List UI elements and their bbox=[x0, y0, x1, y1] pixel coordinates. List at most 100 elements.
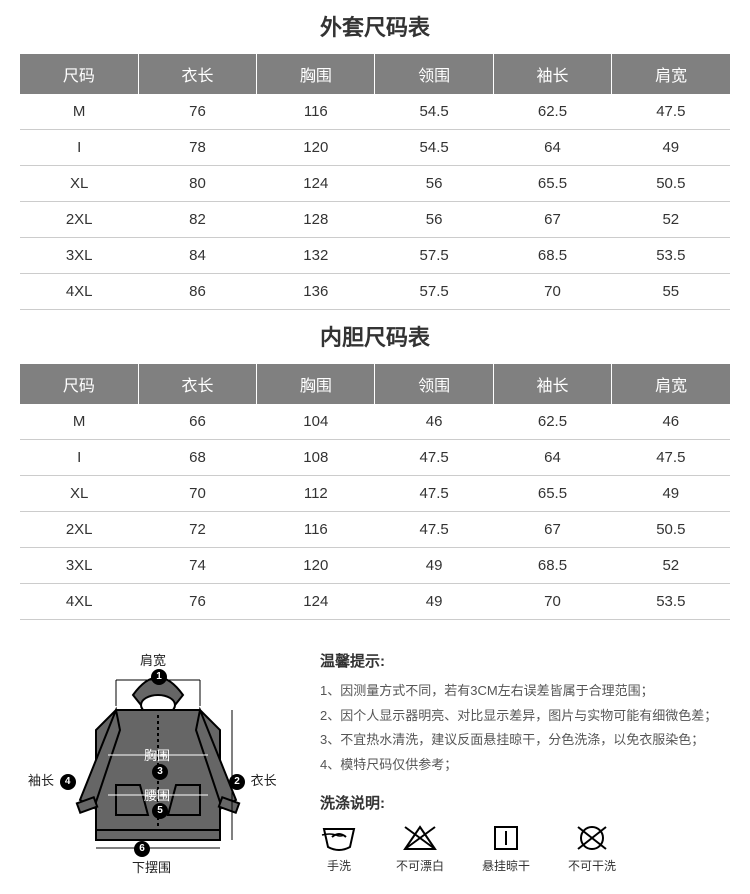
table-cell: 2XL bbox=[20, 202, 138, 238]
table-cell: 49 bbox=[612, 476, 730, 512]
col-header: 衣长 bbox=[138, 364, 256, 404]
table-cell: 57.5 bbox=[375, 274, 493, 310]
diagram-badge-5: 5 bbox=[152, 803, 168, 819]
table-row: 3XL8413257.568.553.5 bbox=[20, 238, 730, 274]
table-cell: 67 bbox=[493, 202, 611, 238]
table-cell: 116 bbox=[257, 94, 375, 130]
liner-size-section: 内胆尺码表 尺码 衣长 胸围 领围 袖长 肩宽 M661044662.546I6… bbox=[0, 310, 750, 620]
note-item: 1、因测量方式不同，若有3CM左右误差皆属于合理范围； bbox=[320, 679, 730, 704]
table-cell: 70 bbox=[138, 476, 256, 512]
liner-size-title: 内胆尺码表 bbox=[20, 320, 730, 352]
col-header: 胸围 bbox=[257, 54, 375, 94]
table-cell: 56 bbox=[375, 166, 493, 202]
col-header: 肩宽 bbox=[612, 364, 730, 404]
note-item: 2、因个人显示器明亮、对比显示差异，图片与实物可能有细微色差； bbox=[320, 704, 730, 729]
no-bleach-icon bbox=[401, 823, 439, 853]
wash-no-bleach: 不可漂白 bbox=[396, 823, 444, 874]
table-row: 2XL7211647.56750.5 bbox=[20, 512, 730, 548]
notes-title: 温馨提示: bbox=[320, 650, 730, 671]
col-header: 尺码 bbox=[20, 54, 138, 94]
table-cell: 76 bbox=[138, 94, 256, 130]
note-item: 4、模特尺码仅供参考； bbox=[320, 753, 730, 778]
note-item: 3、不宜热水清洗，建议反面悬挂晾干，分色洗涤，以免衣服染色； bbox=[320, 728, 730, 753]
table-cell: 76 bbox=[138, 584, 256, 620]
table-cell: 47.5 bbox=[612, 94, 730, 130]
table-cell: 53.5 bbox=[612, 584, 730, 620]
table-row: XL7011247.565.549 bbox=[20, 476, 730, 512]
col-header: 胸围 bbox=[257, 364, 375, 404]
table-cell: 64 bbox=[493, 440, 611, 476]
notes-list: 1、因测量方式不同，若有3CM左右误差皆属于合理范围； 2、因个人显示器明亮、对… bbox=[320, 679, 730, 778]
wash-icons-row: 手洗 不可漂白 悬挂晾干 bbox=[320, 823, 730, 874]
table-cell: 70 bbox=[493, 584, 611, 620]
table-cell: 55 bbox=[612, 274, 730, 310]
no-dryclean-icon bbox=[573, 823, 611, 853]
table-cell: 47.5 bbox=[375, 440, 493, 476]
diagram-label-chest: 胸围 bbox=[144, 748, 170, 763]
outer-size-table: 尺码 衣长 胸围 领围 袖长 肩宽 M7611654.562.547.5I781… bbox=[20, 54, 730, 310]
diagram-label-length: 衣长 bbox=[251, 773, 277, 788]
wash-label: 手洗 bbox=[320, 857, 358, 874]
table-cell: 124 bbox=[257, 166, 375, 202]
table-cell: XL bbox=[20, 476, 138, 512]
info-panel: 肩宽 1 袖长 4 2 衣长 胸围 3 腰围 5 6 下摆 bbox=[0, 620, 750, 894]
wash-label: 不可漂白 bbox=[396, 857, 444, 874]
table-cell: 65.5 bbox=[493, 166, 611, 202]
table-row: 3XL741204968.552 bbox=[20, 548, 730, 584]
table-cell: 53.5 bbox=[612, 238, 730, 274]
table-cell: 82 bbox=[138, 202, 256, 238]
wash-title: 洗涤说明: bbox=[320, 792, 730, 813]
table-cell: 68.5 bbox=[493, 238, 611, 274]
table-cell: 3XL bbox=[20, 548, 138, 584]
garment-diagram: 肩宽 1 袖长 4 2 衣长 胸围 3 腰围 5 6 下摆 bbox=[20, 650, 300, 870]
table-cell: 128 bbox=[257, 202, 375, 238]
table-cell: 120 bbox=[257, 130, 375, 166]
wash-no-dryclean: 不可干洗 bbox=[568, 823, 616, 874]
table-row: 2XL82128566752 bbox=[20, 202, 730, 238]
table-cell: 2XL bbox=[20, 512, 138, 548]
table-cell: 49 bbox=[612, 130, 730, 166]
table-cell: 124 bbox=[257, 584, 375, 620]
table-cell: 136 bbox=[257, 274, 375, 310]
table-cell: 47.5 bbox=[375, 512, 493, 548]
table-cell: 56 bbox=[375, 202, 493, 238]
table-cell: 108 bbox=[257, 440, 375, 476]
diagram-badge-4: 4 bbox=[60, 774, 76, 790]
table-row: M661044662.546 bbox=[20, 404, 730, 440]
liner-size-table: 尺码 衣长 胸围 领围 袖长 肩宽 M661044662.546I6810847… bbox=[20, 364, 730, 620]
table-cell: 4XL bbox=[20, 584, 138, 620]
table-cell: 66 bbox=[138, 404, 256, 440]
table-cell: 52 bbox=[612, 548, 730, 584]
wash-hand: 手洗 bbox=[320, 823, 358, 874]
table-cell: 116 bbox=[257, 512, 375, 548]
table-cell: 50.5 bbox=[612, 512, 730, 548]
table-cell: 132 bbox=[257, 238, 375, 274]
col-header: 袖长 bbox=[493, 54, 611, 94]
hand-wash-icon bbox=[320, 823, 358, 853]
col-header: 尺码 bbox=[20, 364, 138, 404]
table-cell: 67 bbox=[493, 512, 611, 548]
wash-hang-dry: 悬挂晾干 bbox=[482, 823, 530, 874]
table-cell: 49 bbox=[375, 584, 493, 620]
hang-dry-icon bbox=[487, 823, 525, 853]
col-header: 肩宽 bbox=[612, 54, 730, 94]
diagram-label-hem: 下摆围 bbox=[132, 860, 171, 875]
diagram-badge-2: 2 bbox=[229, 774, 245, 790]
diagram-label-waist: 腰围 bbox=[144, 788, 170, 803]
table-cell: 84 bbox=[138, 238, 256, 274]
table-cell: M bbox=[20, 94, 138, 130]
table-cell: 47.5 bbox=[375, 476, 493, 512]
wash-label: 悬挂晾干 bbox=[482, 857, 530, 874]
table-cell: 62.5 bbox=[493, 404, 611, 440]
table-cell: 3XL bbox=[20, 238, 138, 274]
table-cell: 68 bbox=[138, 440, 256, 476]
table-cell: 78 bbox=[138, 130, 256, 166]
table-cell: 46 bbox=[375, 404, 493, 440]
table-cell: 4XL bbox=[20, 274, 138, 310]
table-cell: 46 bbox=[612, 404, 730, 440]
outer-size-section: 外套尺码表 尺码 衣长 胸围 领围 袖长 肩宽 M7611654.562.547… bbox=[0, 0, 750, 310]
table-cell: 70 bbox=[493, 274, 611, 310]
table-cell: 104 bbox=[257, 404, 375, 440]
table-row: M7611654.562.547.5 bbox=[20, 94, 730, 130]
table-cell: 57.5 bbox=[375, 238, 493, 274]
